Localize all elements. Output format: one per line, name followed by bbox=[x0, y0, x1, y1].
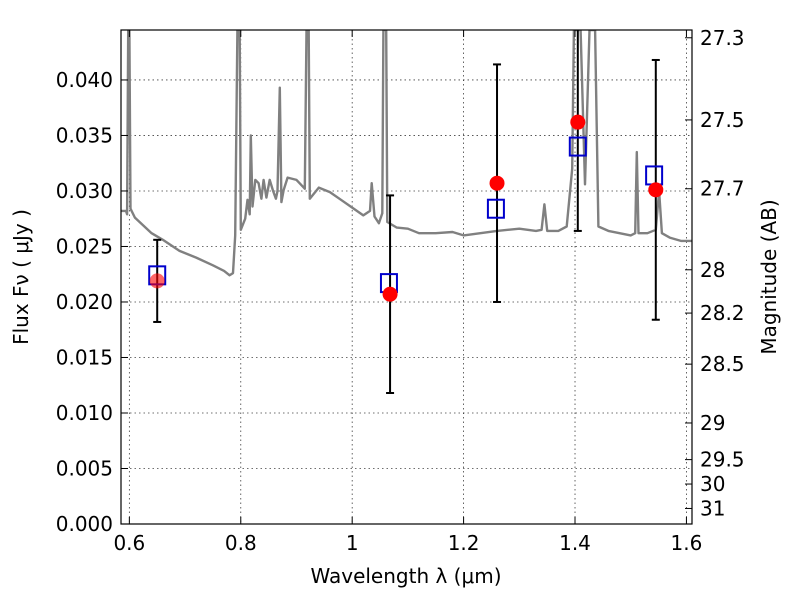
observed-point bbox=[570, 114, 586, 130]
x-tick-label: 1.4 bbox=[559, 531, 591, 555]
x-tick-label: 0.8 bbox=[225, 531, 257, 555]
x-tick-label: 1.2 bbox=[448, 531, 480, 555]
grid-lines bbox=[121, 30, 692, 525]
x-axis-ticks: 0.6 0.8 1 1.2 1.4 1.6 bbox=[113, 30, 702, 555]
y-tick-label: 0.005 bbox=[56, 456, 113, 480]
right-tick-label: 31 bbox=[700, 496, 725, 520]
model-photometry-point bbox=[486, 198, 505, 219]
y-tick-label: 0.035 bbox=[56, 123, 113, 147]
x-axis-label: Wavelength λ (μm) bbox=[310, 564, 501, 588]
observed-point bbox=[489, 175, 505, 191]
right-tick-label: 29 bbox=[700, 411, 725, 435]
right-tick-label: 30 bbox=[700, 472, 725, 496]
right-axis-label: Magnitude (AB) bbox=[757, 199, 781, 354]
right-tick-label: 27.3 bbox=[700, 26, 745, 50]
right-tick-label: 28.2 bbox=[700, 301, 745, 325]
x-tick-label: 1 bbox=[346, 531, 359, 555]
y-tick-label: 0.015 bbox=[56, 345, 113, 369]
right-tick-label: 28 bbox=[700, 258, 725, 282]
right-tick-label: 27.7 bbox=[700, 177, 745, 201]
model-spectrum-line bbox=[121, 30, 692, 277]
observed-photometry bbox=[149, 114, 664, 302]
error-bars bbox=[153, 30, 660, 395]
y-tick-label: 0.020 bbox=[56, 290, 113, 314]
y-tick-label: 0.010 bbox=[56, 401, 113, 425]
model-photometry-point bbox=[645, 165, 664, 186]
y-axis-label: Flux Fν ( μJy ) bbox=[9, 209, 33, 345]
right-tick-label: 28.5 bbox=[700, 352, 745, 376]
model-photometry-point bbox=[568, 136, 587, 157]
y-axis-ticks: 0.000 0.005 0.010 0.015 0.020 0.025 0.030 0.035… bbox=[56, 68, 128, 536]
y-tick-label: 0.025 bbox=[56, 234, 113, 258]
observed-point bbox=[382, 286, 398, 302]
y-tick-label: 0.000 bbox=[56, 512, 113, 536]
observed-point bbox=[648, 182, 664, 198]
model-spectrum bbox=[121, 30, 692, 277]
x-tick-label: 1.6 bbox=[671, 531, 703, 555]
plot-frame bbox=[120, 29, 693, 525]
right-tick-label: 27.5 bbox=[700, 108, 745, 132]
y-tick-label: 0.040 bbox=[56, 68, 113, 92]
observed-point bbox=[149, 273, 165, 289]
right-tick-label: 29.5 bbox=[700, 448, 745, 472]
x-tick-label: 0.6 bbox=[113, 531, 145, 555]
y-tick-label: 0.030 bbox=[56, 179, 113, 203]
